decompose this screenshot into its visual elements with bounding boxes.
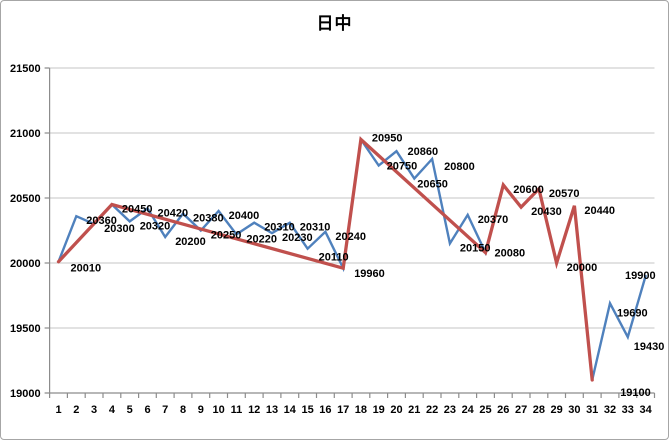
x-axis-label: 30 xyxy=(568,404,580,416)
red-series-line xyxy=(56,136,594,382)
x-axis-label: 32 xyxy=(604,404,616,416)
x-axis-label: 29 xyxy=(550,404,562,416)
x-axis-label: 26 xyxy=(497,404,509,416)
data-label: 20310 xyxy=(264,222,295,234)
x-axis-label: 18 xyxy=(355,404,367,416)
data-label: 19960 xyxy=(354,268,385,280)
data-label: 20360 xyxy=(86,215,117,227)
x-axis-label: 22 xyxy=(426,404,438,416)
data-label: 20370 xyxy=(478,214,509,226)
x-axis-label: 31 xyxy=(586,404,598,416)
x-axis-label: 13 xyxy=(266,404,278,416)
x-axis-label: 21 xyxy=(408,404,420,416)
data-label: 20220 xyxy=(246,233,277,245)
data-label: 20250 xyxy=(211,230,242,242)
x-axis-label: 2 xyxy=(73,404,79,416)
data-label: 20400 xyxy=(229,210,260,222)
data-label: 20320 xyxy=(140,220,171,232)
data-label: 20230 xyxy=(282,232,313,244)
y-axis-label: 19500 xyxy=(10,323,41,335)
x-axis-label: 10 xyxy=(212,404,224,416)
x-axis-label: 27 xyxy=(515,404,527,416)
x-axis-label: 7 xyxy=(162,404,168,416)
data-label: 20800 xyxy=(444,161,475,173)
x-axis-label: 6 xyxy=(144,404,150,416)
chart-title: 日中 xyxy=(316,14,353,33)
data-label: 19100 xyxy=(620,387,651,399)
y-axis-label: 19000 xyxy=(10,388,41,400)
data-label: 20310 xyxy=(300,222,331,234)
x-axis-label: 3 xyxy=(91,404,97,416)
x-axis-label: 24 xyxy=(462,404,475,416)
x-axis-label: 8 xyxy=(180,404,186,416)
data-label: 20950 xyxy=(372,133,403,145)
x-axis-label: 16 xyxy=(319,404,331,416)
data-label: 20380 xyxy=(193,213,224,225)
x-axis-label: 9 xyxy=(198,404,204,416)
x-axis-label: 14 xyxy=(284,404,297,416)
x-axis-label: 20 xyxy=(390,404,402,416)
x-axis-label: 1 xyxy=(55,404,61,416)
data-label: 20010 xyxy=(71,263,102,275)
x-axis-label: 15 xyxy=(301,404,313,416)
data-label: 20750 xyxy=(387,161,418,173)
x-axis-label: 25 xyxy=(479,404,491,416)
x-axis-label: 5 xyxy=(127,404,133,416)
data-label: 20440 xyxy=(584,205,615,217)
data-label: 20150 xyxy=(460,243,491,255)
x-axis-label: 33 xyxy=(622,404,634,416)
data-label: 19690 xyxy=(617,307,648,319)
x-axis-label: 4 xyxy=(109,404,116,416)
data-label: 19430 xyxy=(634,341,665,353)
data-label: 20570 xyxy=(549,188,580,200)
x-axis-label: 12 xyxy=(248,404,260,416)
x-axis-label: 23 xyxy=(444,404,456,416)
y-axis-label: 20000 xyxy=(10,258,41,270)
data-label: 20300 xyxy=(104,223,135,235)
data-label: 20450 xyxy=(122,204,153,216)
y-axis-label: 21500 xyxy=(10,63,41,75)
data-label: 20430 xyxy=(531,206,562,218)
y-axis-label: 21000 xyxy=(10,128,41,140)
data-label: 20650 xyxy=(417,179,448,191)
x-axis-label: 11 xyxy=(231,404,243,416)
x-axis-label: 34 xyxy=(639,404,652,416)
x-axis-label: 19 xyxy=(373,404,385,416)
data-label: 20200 xyxy=(175,236,206,248)
x-axis-label: 28 xyxy=(533,404,545,416)
data-label: 19900 xyxy=(625,270,656,282)
data-label: 20860 xyxy=(408,146,439,158)
data-label: 20420 xyxy=(158,207,189,219)
x-axis-label: 17 xyxy=(337,404,349,416)
y-axis-label: 20500 xyxy=(10,193,41,205)
data-label: 20240 xyxy=(335,231,366,243)
data-label: 20000 xyxy=(567,262,598,274)
data-label: 20110 xyxy=(319,252,349,264)
data-label: 20080 xyxy=(495,248,526,260)
data-label: 20600 xyxy=(513,184,544,196)
